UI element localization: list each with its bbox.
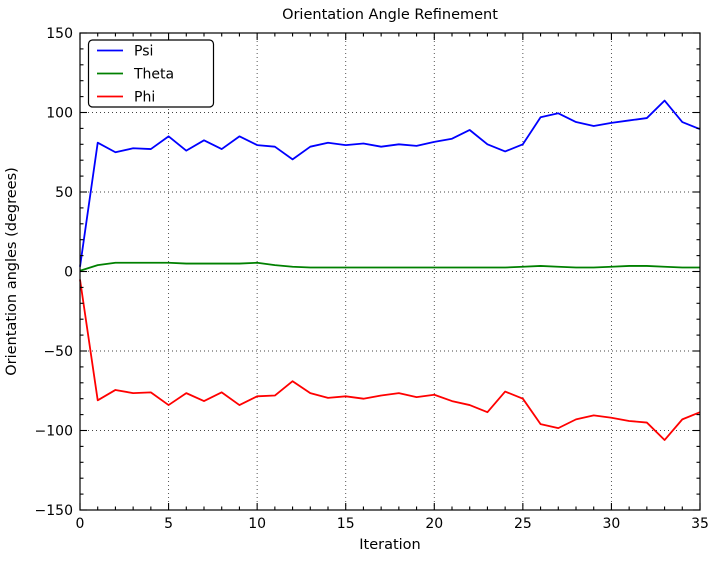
tick-label-layer: 0 5 10 15 20 25 30 35 −150 −100 −50 0 50 100 150 xyxy=(35,26,709,532)
x-tick-label: 35 xyxy=(691,516,709,532)
y-tick-label: −150 xyxy=(35,503,73,519)
legend-box xyxy=(87,39,215,108)
x-tick-label: 5 xyxy=(164,516,173,532)
phi-line xyxy=(79,279,701,441)
x-tick-label: 0 xyxy=(76,516,85,532)
x-tick-label: 25 xyxy=(514,516,532,532)
legend: Psi Theta Phi xyxy=(87,39,215,108)
series-layer xyxy=(79,99,701,441)
grid-layer xyxy=(80,33,700,510)
x-tick-label: 15 xyxy=(337,516,355,532)
y-tick-label: 150 xyxy=(46,26,73,42)
tick-layer xyxy=(79,32,701,511)
y-tick-label: −50 xyxy=(43,344,73,360)
y-axis-label: Orientation angles (degrees) xyxy=(4,167,20,376)
y-tick-label: 50 xyxy=(55,185,73,201)
legend-label-theta: Theta xyxy=(133,67,174,83)
x-axis-label: Iteration xyxy=(359,537,421,553)
legend-label-psi: Psi xyxy=(134,44,153,60)
chart-title: Orientation Angle Refinement xyxy=(282,7,498,23)
psi-line xyxy=(79,99,701,267)
x-tick-label: 10 xyxy=(248,516,266,532)
y-tick-label: 100 xyxy=(46,106,73,122)
legend-label-phi: Phi xyxy=(134,90,155,106)
theta-line xyxy=(79,261,700,272)
x-tick-label: 20 xyxy=(425,516,443,532)
y-tick-label: 0 xyxy=(64,265,73,281)
x-tick-label: 30 xyxy=(603,516,621,532)
y-tick-label: −100 xyxy=(35,424,73,440)
